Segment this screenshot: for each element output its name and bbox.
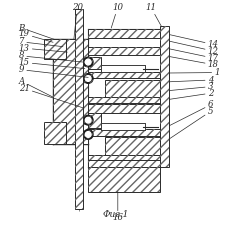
Bar xyxy=(88,104,160,112)
Bar xyxy=(88,72,160,79)
Bar xyxy=(44,122,66,144)
Bar xyxy=(88,29,160,38)
Text: B: B xyxy=(19,23,53,39)
Bar xyxy=(88,29,160,38)
Text: 4: 4 xyxy=(169,76,213,85)
Polygon shape xyxy=(101,65,145,72)
Text: 14: 14 xyxy=(169,35,219,49)
Text: 5: 5 xyxy=(169,107,213,139)
Text: 13: 13 xyxy=(19,44,67,53)
Bar xyxy=(88,167,160,191)
Bar xyxy=(88,155,160,160)
Bar xyxy=(88,155,160,160)
Circle shape xyxy=(85,76,91,81)
Text: Фиг.1: Фиг.1 xyxy=(102,210,129,219)
Bar xyxy=(88,129,160,135)
Circle shape xyxy=(85,117,91,123)
Text: 2: 2 xyxy=(169,89,213,99)
Polygon shape xyxy=(101,123,145,130)
Circle shape xyxy=(83,57,93,67)
Bar xyxy=(88,56,101,69)
Text: 20: 20 xyxy=(72,2,83,39)
Circle shape xyxy=(83,74,93,83)
Text: 19: 19 xyxy=(19,29,53,42)
Text: A: A xyxy=(19,77,53,97)
Text: 16: 16 xyxy=(112,191,123,223)
Circle shape xyxy=(83,115,93,125)
Bar xyxy=(44,39,66,59)
Text: 17: 17 xyxy=(169,49,219,63)
Text: 11: 11 xyxy=(145,2,162,27)
Bar xyxy=(88,104,160,112)
Circle shape xyxy=(85,59,91,65)
Bar xyxy=(88,97,160,103)
Bar xyxy=(105,80,160,100)
Bar xyxy=(105,80,160,100)
Bar xyxy=(53,39,88,144)
Text: 15: 15 xyxy=(19,58,85,69)
Text: 10: 10 xyxy=(111,2,123,28)
Bar xyxy=(88,56,101,69)
Bar xyxy=(160,26,169,167)
Bar xyxy=(88,129,160,135)
Circle shape xyxy=(85,132,91,137)
Bar xyxy=(88,113,101,128)
Text: 9: 9 xyxy=(19,65,88,77)
Bar xyxy=(88,47,160,55)
Text: 12: 12 xyxy=(169,41,219,56)
Text: 18: 18 xyxy=(169,56,219,69)
Text: 3: 3 xyxy=(169,82,213,91)
Bar xyxy=(160,26,169,167)
Circle shape xyxy=(83,130,93,139)
Text: 21: 21 xyxy=(19,84,84,108)
Bar xyxy=(101,65,145,72)
Text: 1: 1 xyxy=(169,68,220,77)
Bar xyxy=(88,167,160,191)
Bar xyxy=(101,123,145,130)
Text: 8: 8 xyxy=(19,51,83,62)
Bar xyxy=(105,137,160,159)
Bar xyxy=(105,137,160,159)
Text: 7: 7 xyxy=(19,37,63,47)
Text: 6: 6 xyxy=(169,100,213,126)
Bar xyxy=(44,122,66,144)
Bar xyxy=(44,39,66,59)
Bar xyxy=(88,47,160,55)
Bar xyxy=(53,39,88,144)
Bar xyxy=(88,113,101,128)
Bar xyxy=(88,97,160,103)
Bar xyxy=(75,9,83,209)
Bar xyxy=(88,159,160,167)
Bar xyxy=(88,72,160,79)
Bar xyxy=(75,9,83,209)
Bar xyxy=(88,159,160,167)
